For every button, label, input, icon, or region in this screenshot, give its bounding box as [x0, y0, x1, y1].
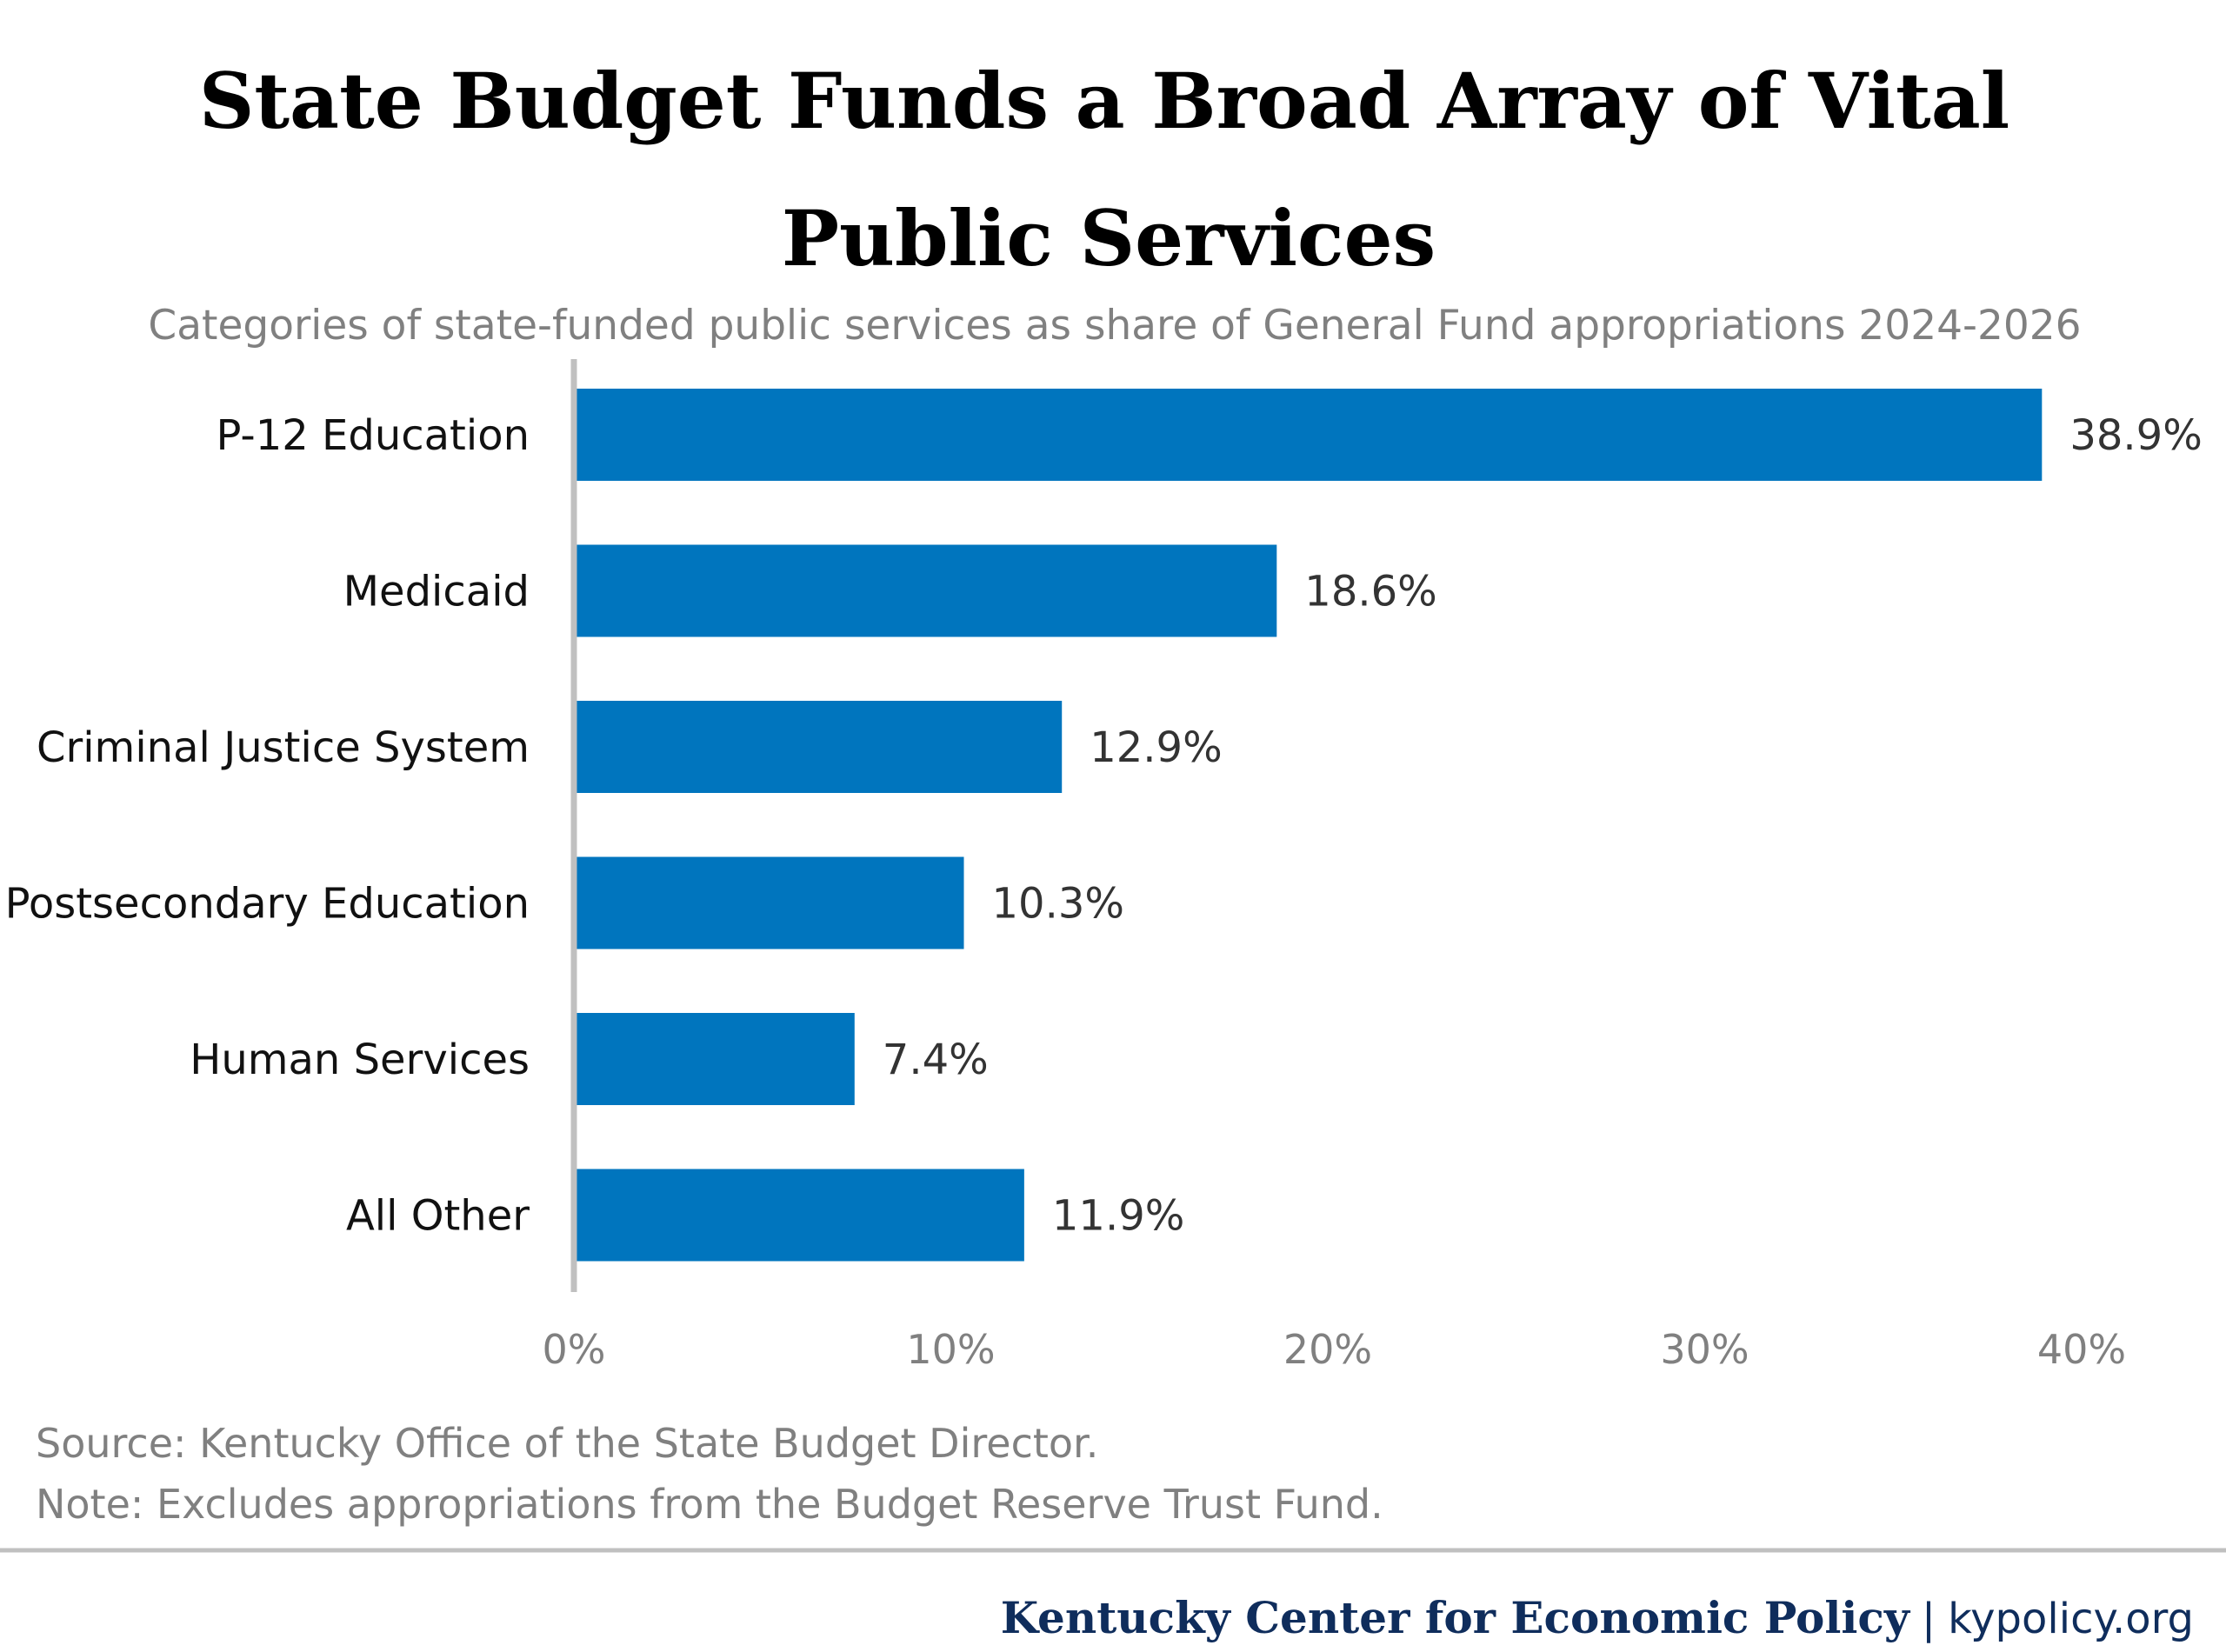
value-label: 11.9%: [1052, 1192, 1184, 1241]
value-label: 38.9%: [2069, 411, 2202, 460]
bar: [576, 1013, 855, 1105]
footer-site[interactable]: kypolicy.org: [1948, 1595, 2194, 1643]
category-label: P-12 Education: [216, 411, 530, 460]
x-tick-label: 0%: [543, 1326, 606, 1373]
chart-title-line-1: State Budget Funds a Broad Array of Vita…: [199, 56, 2009, 146]
value-label: 18.6%: [1304, 568, 1436, 616]
value-label: 7.4%: [883, 1036, 989, 1084]
footer: Kentucky Center for Economic Policy | kypo…: [1001, 1592, 2194, 1643]
footer-org: Kentucky Center for Economic Policy: [1001, 1592, 1911, 1643]
category-label: Criminal Justice System: [37, 723, 530, 772]
x-tick-label: 20%: [1283, 1326, 1372, 1373]
x-tick-label: 30%: [1660, 1326, 1749, 1373]
footer-separator: |: [1922, 1595, 1936, 1643]
chart-title-line-2: Public Services: [782, 193, 1436, 283]
value-label: 12.9%: [1090, 723, 1222, 772]
chart-subtitle: Categories of state-funded public servic…: [148, 302, 2081, 350]
x-tick-label: 10%: [906, 1326, 995, 1373]
x-tick-label: 40%: [2037, 1326, 2126, 1373]
category-label: Medicaid: [343, 568, 530, 616]
bar: [576, 544, 1277, 637]
category-label: Human Services: [190, 1036, 530, 1084]
category-label: Postsecondary Education: [5, 880, 530, 929]
bar: [576, 1169, 1024, 1262]
bar: [576, 389, 2043, 481]
bar: [576, 701, 1063, 793]
category-label: All Other: [346, 1192, 530, 1241]
bar: [576, 856, 964, 949]
source-note: Source: Kentucky Office of the State Bud…: [36, 1420, 1098, 1467]
value-label: 10.3%: [992, 880, 1124, 929]
footnote: Note: Excludes appropriations from the B…: [36, 1481, 1383, 1528]
